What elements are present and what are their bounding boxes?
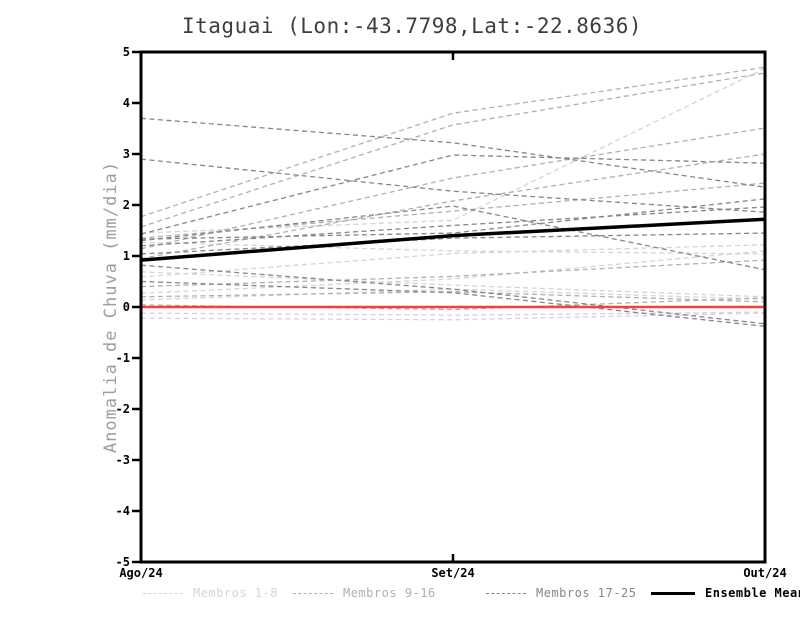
x-tick-label: Ago/24	[119, 566, 163, 580]
member-line-group-1	[140, 250, 766, 294]
y-tick-label: 2	[122, 198, 130, 212]
y-tick-label: -2	[115, 402, 130, 416]
member-line-group-1	[140, 288, 766, 301]
member-line-group-3	[140, 264, 766, 325]
member-line-group-3	[140, 117, 766, 188]
legend-item: Membros 9-16	[293, 585, 436, 601]
chart-title: Itaguai (Lon:-43.7798,Lat:-22.8636)	[181, 14, 643, 38]
legend-line-swatch	[651, 591, 695, 595]
member-line-group-1	[140, 241, 766, 255]
y-tick-label: 0	[122, 300, 130, 314]
legend-line-swatch	[293, 592, 333, 594]
y-tick-label: -3	[115, 453, 130, 467]
legend-item: Membros 1-8	[143, 585, 278, 601]
y-tick-label: 5	[122, 45, 130, 59]
member-line-group-2	[140, 153, 766, 260]
member-line-group-1	[140, 271, 766, 298]
member-line-group-1	[140, 311, 766, 316]
y-tick-label: -5	[115, 555, 130, 569]
legend-label: Membros 17-25	[536, 586, 637, 600]
member-line-group-2	[140, 291, 766, 303]
member-line-group-3	[140, 206, 766, 247]
member-line-group-1	[140, 67, 766, 234]
legend-label: Membros 9-16	[343, 586, 436, 600]
legend-line-swatch	[143, 592, 183, 594]
legend-label: Membros 1-8	[193, 586, 278, 600]
member-line-group-2	[140, 259, 766, 288]
x-tick-label: Out/24	[743, 566, 787, 580]
member-line-group-3	[140, 154, 766, 235]
member-line-group-2	[140, 72, 766, 228]
legend-label: Ensemble Mean	[705, 586, 800, 600]
member-line-group-3	[140, 232, 766, 255]
legend-line-swatch	[486, 592, 526, 594]
member-line-group-2	[140, 127, 766, 250]
legend: Membros 1-8 Membros 9-16 Membros 17-25 Ense…	[0, 585, 800, 603]
legend-item: Ensemble Mean	[651, 585, 800, 601]
y-tick-label: 1	[122, 249, 130, 263]
member-line-group-3	[140, 280, 766, 328]
member-line-group-2	[140, 66, 766, 218]
y-tick-label: 4	[122, 96, 130, 110]
member-line-group-1	[140, 244, 766, 278]
y-tick-label: 3	[122, 147, 130, 161]
y-tick-label: -1	[115, 351, 130, 365]
ensemble-mean-line	[140, 217, 766, 262]
member-line-group-3	[140, 205, 766, 271]
member-line-group-3	[140, 198, 766, 240]
legend-item: Membros 17-25	[486, 585, 636, 601]
x-tick-label: Set/24	[431, 566, 475, 580]
y-tick-label: -4	[115, 504, 130, 518]
member-line-group-3	[140, 158, 766, 213]
